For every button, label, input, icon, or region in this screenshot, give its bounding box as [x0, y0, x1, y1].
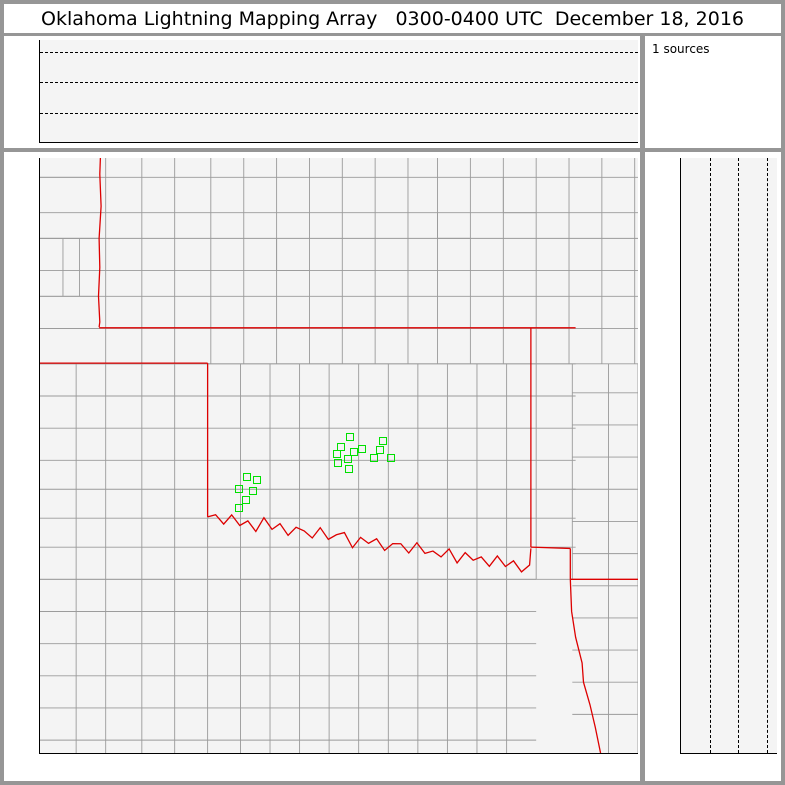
side-gridline-x-15 — [766, 158, 768, 753]
map-ytick-mark-3 — [39, 516, 40, 517]
vhf-source-marker — [334, 458, 343, 467]
plan-view-map-panel: -400.0-300.0-200.0-100.00100.0200.0300.0… — [4, 152, 640, 781]
vhf-source-marker — [337, 442, 346, 451]
vhf-source-marker — [346, 432, 355, 441]
gridline-y-15 — [40, 52, 638, 54]
east-west-plot-area[interactable]: -400.0-300.0-200.0-100.00100.0200.0300.0… — [680, 158, 777, 754]
title-bar: Oklahoma Lightning Mapping Array 0300-04… — [4, 4, 781, 33]
side-ytick-mark-1 — [680, 644, 681, 645]
map-ytick-mark-8 — [39, 193, 40, 194]
side-ytick-mark-0 — [680, 709, 681, 710]
side-ytick-mark-7 — [680, 258, 681, 259]
vhf-source-marker — [345, 465, 354, 474]
vhf-source-marker — [378, 436, 387, 445]
side-ytick-mark-5 — [680, 387, 681, 388]
side-gridline-x-10 — [738, 158, 740, 753]
vhf-source-marker — [349, 448, 358, 457]
map-ytick-mark-6 — [39, 322, 40, 323]
vhf-source-marker — [386, 454, 395, 463]
gridline-y-5 — [40, 112, 638, 114]
vhf-source-marker — [376, 445, 385, 454]
map-ytick-mark-4 — [39, 451, 40, 452]
time-height-plot-area[interactable]: 05.010.015.0-400.0-300.0-200.0-100.00100… — [39, 40, 638, 143]
side-ytick-mark-3 — [680, 516, 681, 517]
vhf-source-marker — [235, 484, 244, 493]
vhf-source-marker — [243, 472, 252, 481]
source-count-label: 1 sources — [652, 42, 710, 56]
map-plot-area[interactable]: -400.0-300.0-200.0-100.00100.0200.0300.0… — [39, 158, 638, 754]
source-count-panel: 1 sources — [645, 36, 781, 148]
vhf-source-marker — [344, 454, 353, 463]
vhf-source-marker — [249, 487, 258, 496]
side-gridline-x-5 — [709, 158, 711, 753]
vhf-source-marker — [369, 453, 378, 462]
time-height-panel: 05.010.015.0-400.0-300.0-200.0-100.00100… — [4, 36, 640, 148]
map-ytick-mark-5 — [39, 387, 40, 388]
map-ytick-mark-2 — [39, 580, 40, 581]
top-ytick-mark-2 — [39, 82, 40, 83]
map-geography-svg — [40, 158, 638, 753]
vhf-source-marker — [252, 475, 261, 484]
gridline-y-10 — [40, 82, 638, 84]
top-ytick-mark-3 — [39, 52, 40, 53]
top-ytick-mark-1 — [39, 113, 40, 114]
side-ytick-mark-8 — [680, 193, 681, 194]
side-ytick-mark-2 — [680, 580, 681, 581]
map-ytick-mark-0 — [39, 709, 40, 710]
side-ytick-mark-4 — [680, 451, 681, 452]
map-ytick-mark-7 — [39, 258, 40, 259]
vhf-source-marker — [235, 503, 244, 512]
vhf-source-marker — [242, 496, 251, 505]
vhf-source-marker — [357, 444, 366, 453]
page-title: Oklahoma Lightning Mapping Array 0300-04… — [40, 7, 744, 30]
vhf-source-marker — [332, 449, 341, 458]
east-west-profile-panel: -400.0-300.0-200.0-100.00100.0200.0300.0… — [645, 152, 781, 781]
side-ytick-mark-6 — [680, 322, 681, 323]
map-ytick-mark-1 — [39, 644, 40, 645]
